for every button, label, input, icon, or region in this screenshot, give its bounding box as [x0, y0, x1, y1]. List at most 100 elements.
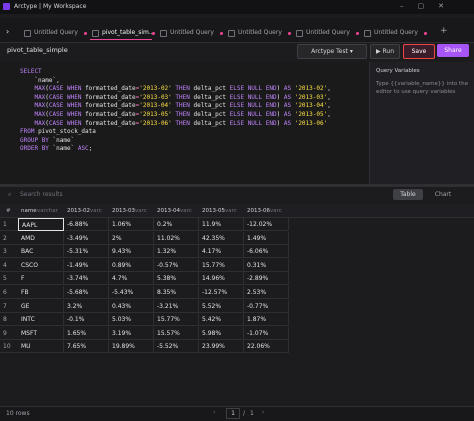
table-cell[interactable]: MU [18, 340, 64, 354]
table-cell[interactable]: 15.77% [154, 313, 199, 327]
table-cell[interactable]: 5.38% [154, 272, 199, 286]
table-cell[interactable]: 42.35% [199, 231, 244, 245]
table-cell[interactable]: 1.65% [64, 326, 109, 340]
table-cell[interactable]: MSFT [18, 326, 64, 340]
table-cell[interactable]: -2.89% [244, 272, 289, 286]
table-cell[interactable]: 9.43% [109, 245, 154, 259]
share-label: Share [444, 47, 462, 54]
page-number: 1 [231, 410, 235, 417]
table-cell[interactable]: -3.21% [154, 299, 199, 313]
table-cell[interactable]: BAC [18, 245, 64, 259]
save-button[interactable]: Save [403, 44, 435, 59]
index-header: # [6, 208, 11, 214]
table-cell[interactable]: 5.03% [109, 313, 154, 327]
table-header [0, 204, 474, 218]
table-cell[interactable]: -12.02% [244, 218, 289, 231]
table-cell[interactable]: -0.1% [64, 313, 109, 327]
tab-bar [0, 18, 474, 43]
table-cell[interactable]: 15.57% [154, 326, 199, 340]
search-input[interactable]: Search results [20, 191, 63, 198]
tab[interactable]: pivot_table_sim... [90, 26, 155, 40]
next-page[interactable]: › [262, 409, 265, 416]
sql-line: MAX(CASE WHEN formatted_date='2013-05' T… [34, 111, 331, 118]
table-cell[interactable]: 8.35% [154, 286, 199, 299]
tab[interactable]: Untitled Query [170, 29, 214, 36]
table-cell[interactable]: -1.07% [244, 326, 289, 340]
table-cell[interactable]: -1.49% [64, 258, 109, 272]
window-controls[interactable]: –▢✕ [400, 2, 458, 10]
tab[interactable]: Untitled Query [374, 29, 418, 36]
table-cell[interactable]: -12.57% [199, 286, 244, 299]
tab[interactable]: Untitled Query [306, 29, 350, 36]
table-cell[interactable]: -5.31% [64, 245, 109, 259]
row-index: 10 [0, 340, 18, 354]
table-cell[interactable]: 3.19% [109, 326, 154, 340]
query-name[interactable]: pivot_table_simple [7, 46, 68, 54]
connection-select[interactable]: Arctype Test ▾ [297, 44, 367, 59]
table-cell[interactable]: FB [18, 286, 64, 299]
table-cell[interactable]: CSCO [18, 258, 64, 272]
table-cell[interactable]: 1.87% [244, 313, 289, 327]
tab-icon [24, 30, 31, 37]
table-cell[interactable]: AMD [18, 231, 64, 245]
table-cell[interactable]: 11.02% [154, 231, 199, 245]
unsaved-dot [220, 32, 223, 35]
new-tab[interactable]: + [440, 26, 448, 36]
table-cell[interactable]: 4.7% [109, 272, 154, 286]
sql-line: FROM pivot_stock_data [20, 128, 96, 136]
page-input[interactable]: 1 [226, 408, 240, 419]
tab[interactable]: Untitled Query [238, 29, 282, 36]
table-cell[interactable]: 1.49% [244, 231, 289, 245]
page-total: 1 [250, 410, 254, 417]
tab[interactable]: Untitled Query [34, 29, 78, 36]
table-cell[interactable]: 7.65% [64, 340, 109, 354]
table-cell[interactable]: -5.68% [64, 286, 109, 299]
splitter[interactable] [0, 184, 474, 187]
table-cell[interactable]: 14.96% [199, 272, 244, 286]
table-cell[interactable]: 11.9% [199, 218, 244, 231]
table-cell[interactable]: INTC [18, 313, 64, 327]
editor[interactable] [0, 62, 369, 184]
table-cell[interactable]: 0.43% [109, 299, 154, 313]
table-cell[interactable]: 1.32% [154, 245, 199, 259]
table-cell[interactable]: 0.31% [244, 258, 289, 272]
row-count: 10 rows [6, 410, 30, 417]
variables-title: Query Variables [376, 68, 420, 74]
prev-page[interactable]: ‹ [213, 409, 216, 416]
save-label: Save [411, 48, 427, 55]
table-cell[interactable]: AAPL [18, 218, 64, 231]
table-cell[interactable]: 5.52% [199, 299, 244, 313]
table-cell[interactable]: 0.89% [109, 258, 154, 272]
table-cell[interactable]: -6.06% [244, 245, 289, 259]
run-button[interactable]: ▶ Run [370, 44, 400, 59]
table-cell[interactable]: -0.77% [244, 299, 289, 313]
sql-line: `name`, [20, 76, 60, 84]
table-tab[interactable]: Table [393, 189, 423, 200]
sidebar-toggle[interactable]: › [6, 27, 10, 36]
table-cell[interactable]: F [18, 272, 64, 286]
table-cell[interactable]: 2% [109, 231, 154, 245]
table-cell[interactable]: 4.17% [199, 245, 244, 259]
sql-line: GROUP BY `name` [20, 136, 75, 144]
table-cell[interactable]: -0.57% [154, 258, 199, 272]
table-cell[interactable]: 15.77% [199, 258, 244, 272]
table-cell[interactable]: -5.43% [109, 286, 154, 299]
table-cell[interactable]: 0.2% [154, 218, 199, 231]
share-button[interactable]: Share [437, 44, 469, 57]
table-cell[interactable]: GE [18, 299, 64, 313]
table-cell[interactable]: 2.53% [244, 286, 289, 299]
table-cell[interactable]: 23.99% [199, 340, 244, 354]
table-cell[interactable]: 3.2% [64, 299, 109, 313]
table-cell[interactable]: -3.49% [64, 231, 109, 245]
table-cell[interactable]: 19.89% [109, 340, 154, 354]
column-type: varchar [37, 208, 58, 214]
table-cell[interactable]: 5.42% [199, 313, 244, 327]
sql-line: ORDER BY `name` ASC; [20, 145, 93, 153]
table-cell[interactable]: -3.74% [64, 272, 109, 286]
table-cell[interactable]: 5.98% [199, 326, 244, 340]
table-cell[interactable]: 1.06% [109, 218, 154, 231]
table-cell[interactable]: -5.52% [154, 340, 199, 354]
table-cell[interactable]: -6.88% [64, 218, 109, 231]
chart-tab[interactable]: Chart [428, 189, 458, 200]
table-cell[interactable]: 22.06% [244, 340, 289, 354]
